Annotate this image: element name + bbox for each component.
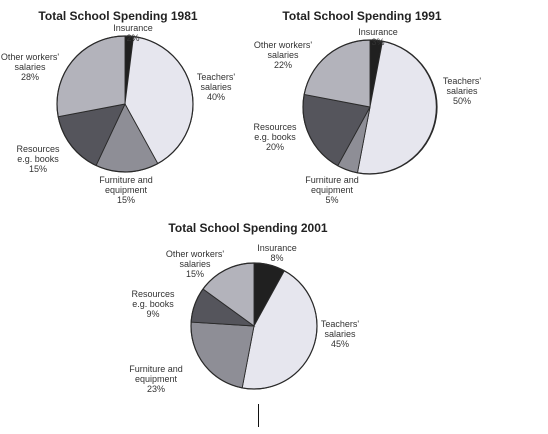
slice-label-insurance: Insurance 3% — [358, 27, 398, 47]
pie-outline — [190, 262, 318, 390]
pie-outline — [56, 35, 194, 173]
slice-label-resources: Resources e.g. books 9% — [131, 289, 175, 319]
slice-label-other: Other workers' salaries 22% — [254, 40, 313, 70]
slice-label-teachers: Teachers' salaries 45% — [321, 319, 360, 349]
slice-label-teachers: Teachers' salaries 50% — [443, 76, 482, 106]
slice-label-other: Other workers' salaries 15% — [166, 249, 225, 279]
slice-label-furniture: Furniture and equipment 23% — [129, 364, 183, 394]
slice-label-resources: Resources e.g. books 20% — [253, 122, 297, 152]
pie-chart-2: Total School Spending 1991 Insurance 3% Tea… — [253, 9, 481, 205]
slice-label-furniture: Furniture and equipment 5% — [305, 175, 359, 205]
pie-slice-other — [56, 35, 126, 118]
slice-label-teachers: Teachers' salaries 40% — [197, 72, 236, 102]
chart-title: Total School Spending 1991 — [282, 9, 441, 23]
slice-label-furniture: Furniture and equipment 15% — [99, 175, 153, 205]
pie-chart-3: Total School Spending 2001 Insurance 8% Tea… — [129, 221, 359, 394]
pie-outline — [302, 39, 438, 175]
slice-label-insurance: Insurance 8% — [257, 243, 297, 263]
slice-label-resources: Resources e.g. books 15% — [16, 144, 60, 174]
text-cursor — [258, 404, 259, 427]
chart-title: Total School Spending 2001 — [168, 221, 327, 235]
slice-label-other: Other workers' salaries 28% — [1, 52, 60, 82]
chart-title: Total School Spending 1981 — [38, 9, 197, 23]
slice-label-insurance: Insurance 2% — [113, 23, 153, 43]
